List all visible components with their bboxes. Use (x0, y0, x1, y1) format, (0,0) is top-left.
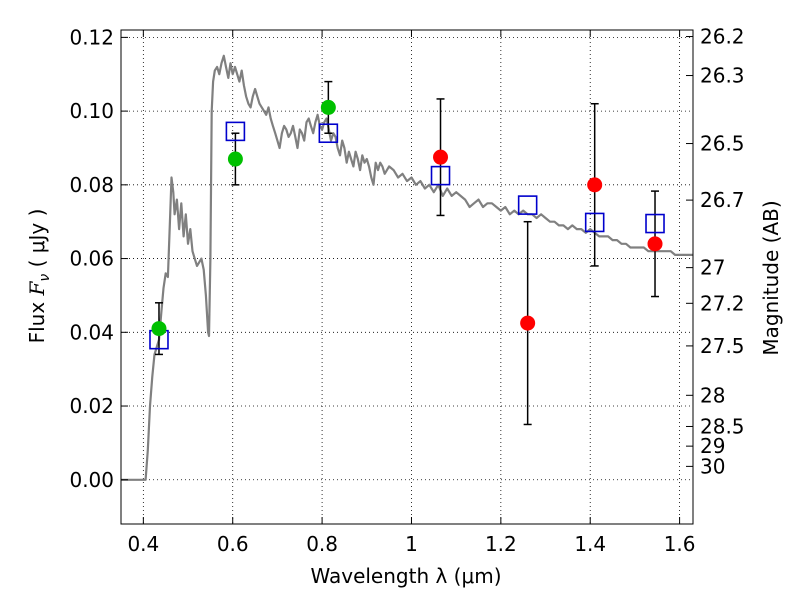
magnitude-tick-label: 26.5 (700, 132, 745, 156)
x-tick-label: 1.2 (485, 532, 517, 556)
model-photometry-square (517, 195, 538, 215)
model-photometry-square (584, 212, 605, 233)
magnitude-tick-label: 30 (700, 454, 725, 478)
model-photometry-group (149, 121, 665, 350)
observed-nir-point (433, 149, 449, 165)
y-label-sub: ν (37, 274, 53, 282)
magnitude-tick-label: 26.3 (700, 64, 745, 88)
x-tick-label: 0.6 (217, 532, 249, 556)
model-photometry-square (225, 121, 246, 142)
y-tick-label: 0.04 (69, 320, 114, 344)
y-axis-label: Flux Fν ( μJy ) (25, 209, 53, 344)
magnitude-tick-label: 29 (700, 434, 725, 458)
model-photometry-square (430, 165, 451, 186)
x-tick-label: 0.4 (127, 532, 159, 556)
magnitude-tick-label: 28 (700, 383, 725, 407)
magnitude-tick-label: 26.2 (700, 25, 745, 49)
y-tick-label: 0.02 (69, 394, 114, 418)
y-label-suffix: ( μJy ) (25, 209, 49, 274)
y-label-symbol: F (25, 280, 49, 296)
y-tick-label: 0.08 (69, 173, 114, 197)
magnitude-tick-label: 27.2 (700, 291, 745, 315)
x-tick-label: 1 (405, 532, 418, 556)
x-axis-label: Wavelength λ (μm) (310, 564, 501, 588)
observed-optical-point (227, 151, 243, 167)
y-axis-ticks: 0.00 0.02 0.04 0.06 0.08 0.10 0.12 (69, 25, 128, 492)
model-spectrum-line (121, 54, 693, 481)
x-axis-ticks: 0.4 0.6 0.8 1 1.2 1.4 1.6 (127, 30, 696, 556)
observed-points-group (151, 99, 663, 337)
model-photometry-square (645, 213, 665, 234)
observed-nir-point (520, 315, 536, 331)
y-label-prefix: Flux (25, 295, 49, 343)
magnitude-tick-label: 27.5 (700, 334, 745, 358)
y-tick-label: 0.10 (69, 99, 114, 123)
y-tick-label: 0.12 (69, 25, 114, 49)
observed-nir-point (587, 177, 603, 193)
errorbar-group (154, 80, 660, 426)
x-tick-label: 1.4 (574, 532, 606, 556)
magnitude-tick-label: 27 (700, 256, 725, 280)
magnitude-axis-label: Magnitude (AB) (759, 200, 783, 355)
model-photometry-square (318, 123, 339, 144)
magnitude-tick-label: 26.7 (700, 188, 745, 212)
y-tick-label: 0.00 (69, 468, 114, 492)
y-tick-label: 0.06 (69, 247, 114, 271)
x-tick-label: 0.8 (306, 532, 338, 556)
plot-frame (120, 29, 694, 525)
model-spectrum-group (121, 54, 693, 481)
magnitude-tick-label: 28.5 (700, 414, 745, 438)
x-tick-label: 1.6 (664, 532, 696, 556)
observed-optical-point (320, 99, 336, 115)
observed-nir-point (647, 236, 663, 252)
observed-optical-point (151, 321, 167, 337)
grid-lines (121, 30, 693, 524)
